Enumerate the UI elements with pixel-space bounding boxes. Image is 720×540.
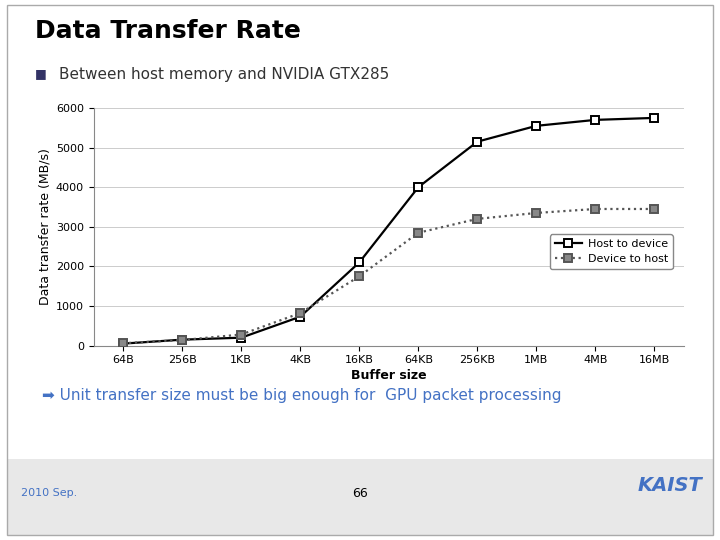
Device to host (178, 337, 186, 343)
Device to host (296, 310, 305, 316)
Host to device (296, 313, 305, 320)
Legend: Host to device, Device to host: Host to device, Device to host (550, 234, 672, 269)
Text: 2010 Sep.: 2010 Sep. (22, 488, 78, 498)
Line: Device to host: Device to host (119, 205, 659, 347)
Text: 66: 66 (352, 487, 368, 500)
Line: Host to device: Host to device (119, 114, 659, 348)
Host to device (650, 114, 659, 121)
Host to device (591, 117, 600, 123)
Host to device (119, 340, 127, 347)
Text: Between host memory and NVIDIA GTX285: Between host memory and NVIDIA GTX285 (59, 67, 390, 82)
Device to host (237, 331, 246, 338)
Host to device (178, 336, 186, 343)
Device to host (355, 273, 364, 280)
Text: ➡ Unit transfer size must be big enough for  GPU packet processing: ➡ Unit transfer size must be big enough … (42, 388, 562, 403)
Device to host (473, 215, 482, 222)
Host to device (532, 123, 541, 129)
Device to host (650, 206, 659, 212)
Device to host (532, 210, 541, 216)
X-axis label: Buffer size: Buffer size (351, 369, 427, 382)
Text: ■: ■ (35, 67, 47, 80)
Text: Data Transfer Rate: Data Transfer Rate (35, 18, 301, 43)
Device to host (414, 230, 423, 236)
Device to host (119, 340, 127, 347)
Host to device (237, 334, 246, 341)
Host to device (355, 259, 364, 266)
Y-axis label: Data transfer rate (MB/s): Data transfer rate (MB/s) (39, 148, 52, 305)
Text: KAIST: KAIST (638, 476, 703, 495)
Host to device (473, 138, 482, 145)
Host to device (414, 184, 423, 191)
Device to host (591, 206, 600, 212)
